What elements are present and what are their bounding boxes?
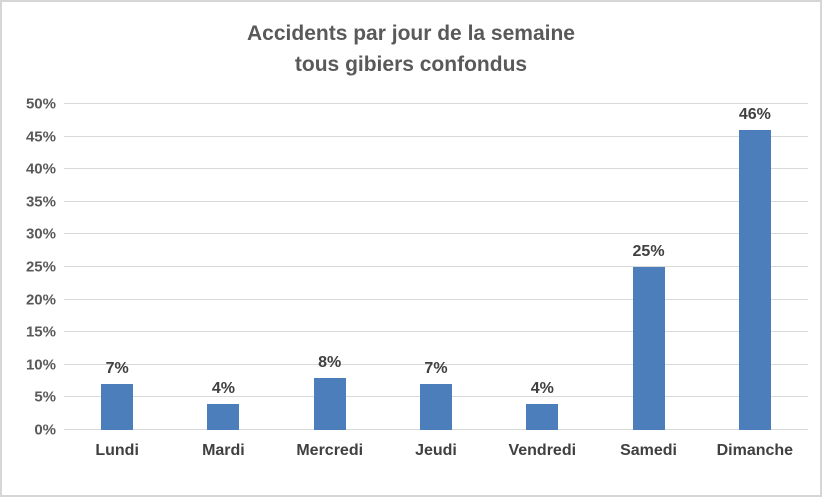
gridline xyxy=(64,103,808,104)
bar-value-label: 7% xyxy=(424,360,448,378)
x-axis: Lundi Mardi Mercredi Jeudi Vendredi Samedi Dim… xyxy=(2,442,820,460)
category-label-samedi: Samedi xyxy=(620,442,677,459)
gridline xyxy=(64,331,808,333)
category-label-dimanche: Dimanche xyxy=(716,442,794,459)
category-label-mardi: Mardi xyxy=(202,442,245,459)
bar-series: 7% 4% 8% 7% 4% 25% 46% xyxy=(64,104,808,430)
gridline xyxy=(64,298,808,300)
plot-area: 7% 4% 8% 7% 4% 25% 46% xyxy=(64,103,808,430)
bar-lundi xyxy=(101,384,134,430)
y-tick-label: 30% xyxy=(25,225,56,243)
y-tick-label: 35% xyxy=(25,193,56,211)
gridline xyxy=(64,233,808,235)
bar-cell: 7% xyxy=(383,104,489,430)
y-tick-label: 5% xyxy=(34,388,56,406)
bar-cell: 25% xyxy=(595,104,701,430)
bar-value-label: 7% xyxy=(105,360,129,378)
chart-subtitle: tous gibiers confondus xyxy=(294,53,528,76)
category-labels: Lundi Mardi Mercredi Jeudi Vendredi Samedi Dim… xyxy=(64,442,808,460)
x-axis-spacer xyxy=(2,442,64,460)
bar-cell: 46% xyxy=(702,104,808,430)
bar-value-label: 4% xyxy=(211,379,235,397)
bar-jeudi xyxy=(419,384,452,430)
plot-row: 0% 5% 10% 15% 20% 25% 30% 35% 40% 45% 50% 7% 4% 8% 7%… xyxy=(2,97,820,438)
category-label-vendredi: Vendredi xyxy=(508,442,577,459)
bar-value-label: 4% xyxy=(530,379,554,397)
bar-cell: 4% xyxy=(170,104,276,430)
bar-value-label: 46% xyxy=(738,106,771,124)
category-label-mercredi: Mercredi xyxy=(296,442,364,459)
y-tick-label: 45% xyxy=(25,128,56,146)
bar-dimanche xyxy=(738,130,771,430)
chart-title: Accidents par jour de la semaine xyxy=(247,22,575,45)
chart-title-block: Accidents par jour de la semaine tous gi… xyxy=(2,2,820,80)
bar-cell: 4% xyxy=(489,104,595,430)
gridline xyxy=(64,200,808,202)
category-label-jeudi: Jeudi xyxy=(415,442,457,459)
gridline xyxy=(64,135,808,137)
y-tick-label: 40% xyxy=(25,160,56,178)
gridline xyxy=(64,168,808,170)
bar-mardi xyxy=(207,403,240,430)
bar-samedi xyxy=(632,267,665,430)
y-tick-label: 25% xyxy=(25,258,56,276)
bar-value-label: 8% xyxy=(318,353,342,371)
bar-vendredi xyxy=(526,403,559,430)
bar-cell: 8% xyxy=(277,104,383,430)
category-label-lundi: Lundi xyxy=(95,442,139,459)
y-tick-label: 10% xyxy=(25,356,56,374)
bar-mercredi xyxy=(313,377,346,430)
y-tick-label: 20% xyxy=(25,291,56,309)
y-tick-label: 50% xyxy=(25,95,56,113)
bar-cell: 7% xyxy=(64,104,170,430)
bar-value-label: 25% xyxy=(632,243,665,260)
y-tick-label: 15% xyxy=(25,323,56,341)
gridline xyxy=(64,266,808,267)
y-tick-label: 0% xyxy=(34,421,56,439)
y-axis: 0% 5% 10% 15% 20% 25% 30% 35% 40% 45% 50% xyxy=(2,97,64,438)
gridline xyxy=(64,363,808,365)
